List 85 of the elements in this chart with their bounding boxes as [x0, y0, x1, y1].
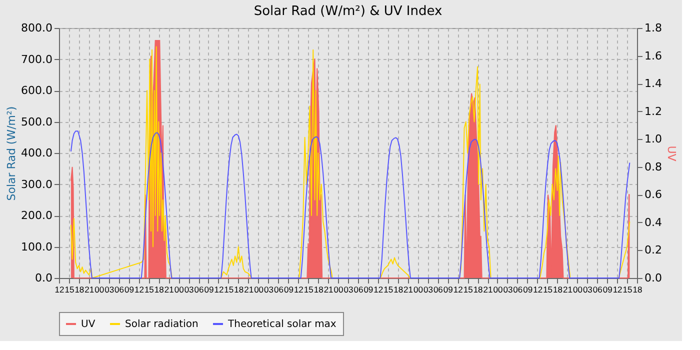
- x-tick-label: 18: [154, 284, 164, 294]
- x-tick-label: 18: [473, 284, 484, 294]
- y-tick-label: 400.0: [21, 146, 52, 160]
- x-tick-label: 09: [124, 284, 134, 294]
- x-tick-label: 03: [264, 284, 274, 294]
- y-tick-label: 0.0: [35, 272, 52, 284]
- x-tick-label: 21: [483, 284, 494, 294]
- line-series: [70, 130, 630, 278]
- x-tick-label: 15: [304, 284, 314, 294]
- y2-tick-label: 0.2: [644, 244, 662, 257]
- x-tick-label: 09: [284, 284, 294, 294]
- x-tick-label: 15: [144, 284, 154, 294]
- x-tick-label: 12: [453, 284, 464, 294]
- x-tick-label: 03: [423, 284, 434, 294]
- x-tick-label: 15: [384, 284, 394, 294]
- x-tick-label: 00: [174, 284, 184, 294]
- x-tick-label: 12: [294, 284, 304, 294]
- x-tick-label: 18: [394, 284, 404, 294]
- x-tick-label: 06: [194, 284, 204, 294]
- x-tick-label: 15: [224, 284, 234, 294]
- x-tick-label: 15: [543, 284, 553, 294]
- x-tick-label: 00: [414, 284, 424, 294]
- y2-tick-label: 1.0: [644, 132, 662, 146]
- x-tick-label: 21: [324, 284, 334, 294]
- y2-tick-label: 0.0: [644, 272, 662, 284]
- x-tick-label: 03: [503, 284, 513, 294]
- x-tick-label: 12: [54, 284, 64, 294]
- x-tick-label: 15: [622, 284, 633, 294]
- x-tick-label: 09: [364, 284, 374, 294]
- y-axis-title: Solar Rad (W/m²): [5, 106, 18, 201]
- y-tick-label: 500.0: [21, 115, 52, 128]
- legend-label: Theoretical solar max: [227, 319, 336, 330]
- x-tick-label: 21: [244, 284, 254, 294]
- y-tick-label: 300.0: [21, 178, 52, 191]
- x-tick-label: 03: [582, 284, 593, 294]
- x-tick-label: 15: [64, 284, 74, 294]
- chart-title: Solar Rad (W/m²) & UV Index: [254, 4, 442, 19]
- y2-tick-label: 0.6: [644, 188, 662, 202]
- x-tick-label: 09: [602, 284, 613, 294]
- x-tick-label: 00: [493, 284, 503, 294]
- x-tick-label: 18: [632, 284, 642, 294]
- x-tick-label: 18: [74, 284, 84, 294]
- x-tick-label: 06: [513, 284, 523, 294]
- y2-tick-label: 1.8: [644, 22, 662, 34]
- x-tick-label: 00: [572, 284, 583, 294]
- x-tick-label: 21: [404, 284, 414, 294]
- x-tick-label: 18: [314, 284, 324, 294]
- x-tick-label: 21: [164, 284, 174, 294]
- y2-tick-label: 0.4: [644, 216, 662, 229]
- x-tick-label: 15: [463, 284, 474, 294]
- x-tick-label: 06: [274, 284, 284, 294]
- x-tick-label: 00: [94, 284, 104, 294]
- legend-label: UV: [81, 319, 96, 330]
- y-tick-label: 600.0: [21, 84, 52, 97]
- y-tick-label: 700.0: [21, 52, 52, 66]
- y2-tick-label: 0.8: [644, 160, 662, 174]
- x-tick-label: 03: [344, 284, 354, 294]
- y2-axis-title: UV: [664, 146, 678, 162]
- y2-tick-label: 1.4: [644, 77, 662, 90]
- x-tick-label: 21: [563, 284, 573, 294]
- legend-label: Solar radiation: [125, 319, 198, 330]
- x-tick-label: 06: [592, 284, 603, 294]
- x-tick-label: 09: [523, 284, 533, 294]
- x-tick-label: 00: [334, 284, 344, 294]
- y-tick-label: 100.0: [21, 240, 52, 254]
- x-tick-label: 00: [254, 284, 264, 294]
- y-tick-label: 200.0: [21, 209, 52, 222]
- x-tick-label: 06: [354, 284, 364, 294]
- y2-tick-label: 1.6: [644, 49, 662, 62]
- y-tick-label: 800.0: [21, 22, 52, 34]
- x-tick-label: 18: [234, 284, 244, 294]
- x-tick-label: 09: [443, 284, 454, 294]
- x-tick-label: 12: [533, 284, 543, 294]
- x-tick-label: 09: [204, 284, 214, 294]
- x-tick-label: 12: [612, 284, 623, 294]
- x-tick-label: 06: [433, 284, 444, 294]
- x-tick-label: 12: [134, 284, 144, 294]
- x-tick-label: 12: [214, 284, 224, 294]
- x-tick-label: 06: [114, 284, 124, 294]
- x-tick-label: 21: [84, 284, 94, 294]
- x-tick-label: 03: [104, 284, 114, 294]
- x-tick-label: 18: [553, 284, 563, 294]
- y2-tick-label: 1.2: [644, 104, 662, 118]
- x-tick-label: 12: [374, 284, 384, 294]
- x-tick-label: 03: [184, 284, 194, 294]
